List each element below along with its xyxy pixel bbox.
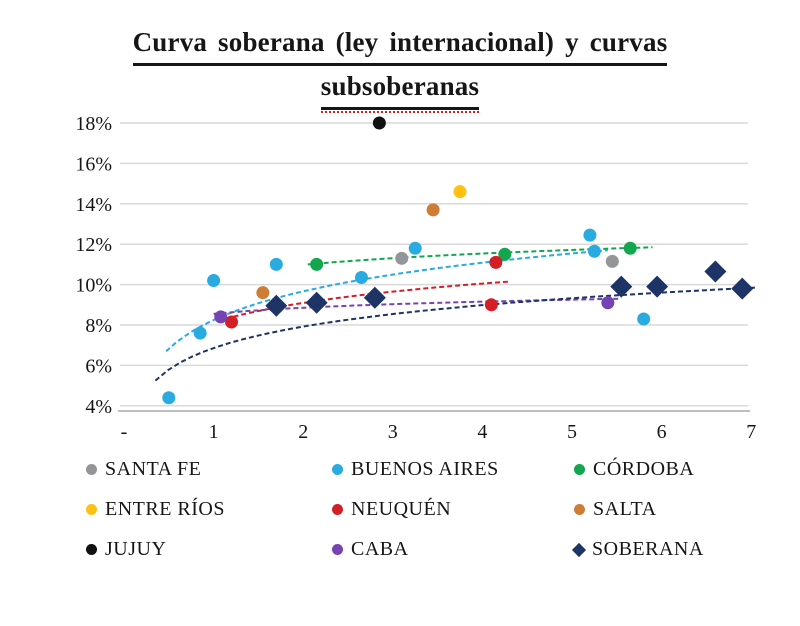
y-tick-label: 4%	[85, 396, 112, 418]
point-neuquen	[489, 255, 503, 269]
point-cordoba	[310, 257, 324, 271]
point-buenos-aires	[583, 228, 597, 242]
point-salta	[426, 203, 440, 217]
point-caba	[601, 296, 615, 310]
point-santa-fe	[605, 254, 619, 268]
legend-item-neuquen: NEUQUÉN	[332, 496, 574, 523]
legend-marker-circle-icon	[332, 504, 343, 515]
legend-marker-circle-icon	[86, 504, 97, 515]
x-tick-label: 5	[567, 421, 577, 443]
point-buenos-aires	[354, 271, 368, 285]
point-entre-rios	[453, 185, 467, 199]
legend-marker-circle-icon	[332, 464, 343, 475]
point-buenos-aires	[193, 326, 207, 340]
trendline-buenos-aires	[165, 249, 608, 353]
legend: SANTA FE BUENOS AIRES CÓRDOBA ENTRE RÍOS…	[86, 456, 704, 563]
legend-label: SOBERANA	[592, 538, 704, 560]
y-tick-label: 8%	[85, 315, 112, 337]
plot-svg: 18% 16% 14% 12% 10% 8% 6% 4%- 1 2 3 4 5 6 7	[75, 113, 756, 443]
trendline-cordoba	[307, 246, 653, 266]
legend-item-entre-rios: ENTRE RÍOS	[86, 496, 332, 523]
chart-title-line2: subsoberanas	[320, 66, 480, 110]
legend-item-buenos-aires: BUENOS AIRES	[332, 456, 574, 483]
point-santa-fe	[395, 251, 409, 265]
legend-item-cordoba: CÓRDOBA	[574, 456, 704, 483]
point-soberana	[731, 277, 754, 300]
legend-item-salta: SALTA	[574, 496, 704, 523]
legend-marker-circle-icon	[332, 544, 343, 555]
x-tick-label: -	[121, 421, 128, 443]
x-tick-label: 4	[477, 421, 487, 443]
point-soberana	[610, 275, 633, 298]
legend-item-soberana: SOBERANA	[571, 536, 704, 563]
legend-marker-circle-icon	[86, 464, 97, 475]
point-neuquen	[225, 315, 239, 329]
legend-label: ENTRE RÍOS	[105, 498, 225, 520]
point-buenos-aires	[587, 244, 601, 258]
legend-item-caba: CABA	[332, 536, 574, 563]
point-cordoba	[498, 247, 512, 261]
point-neuquen	[484, 298, 498, 312]
chart-title: Curva soberana (ley internacional) y cur…	[0, 22, 800, 113]
point-soberana	[704, 260, 727, 283]
chart-title-line1: Curva soberana (ley internacional) y cur…	[132, 22, 668, 66]
x-tick-label: 6	[657, 421, 667, 443]
point-soberana	[646, 275, 669, 298]
y-tick-label: 10%	[75, 275, 112, 297]
legend-label: NEUQUÉN	[351, 498, 452, 520]
legend-label: SANTA FE	[105, 458, 202, 480]
x-tick-label: 1	[209, 421, 219, 443]
legend-label: SALTA	[593, 498, 657, 520]
point-buenos-aires	[162, 391, 176, 405]
x-tick-label: 7	[746, 421, 756, 443]
point-buenos-aires	[269, 257, 283, 271]
y-tick-label: 14%	[75, 194, 112, 216]
point-salta	[256, 286, 270, 300]
legend-label: CABA	[351, 538, 409, 560]
legend-marker-circle-icon	[574, 464, 585, 475]
legend-label: BUENOS AIRES	[351, 458, 499, 480]
y-tick-label: 12%	[75, 234, 112, 256]
legend-label: JUJUY	[105, 538, 167, 560]
trendline-neuquen	[217, 280, 510, 322]
spellcheck-underline: subsoberanas	[320, 66, 480, 113]
point-jujuy	[372, 116, 386, 130]
point-caba	[214, 310, 228, 324]
y-tick-label: 6%	[85, 355, 112, 377]
legend-label: CÓRDOBA	[593, 458, 695, 480]
point-buenos-aires	[207, 274, 221, 288]
legend-marker-circle-icon	[86, 544, 97, 555]
legend-marker-diamond-icon	[571, 542, 587, 557]
point-buenos-aires	[408, 241, 422, 255]
x-tick-label: 3	[388, 421, 398, 443]
point-buenos-aires	[637, 312, 651, 326]
point-soberana	[265, 294, 288, 317]
legend-item-jujuy: JUJUY	[86, 536, 332, 563]
y-tick-label: 16%	[75, 153, 112, 175]
point-soberana	[305, 291, 328, 314]
point-soberana	[363, 286, 386, 309]
x-tick-label: 2	[298, 421, 308, 443]
legend-item-santa-fe: SANTA FE	[86, 456, 332, 483]
y-tick-label: 18%	[75, 113, 112, 135]
legend-marker-circle-icon	[574, 504, 585, 515]
point-cordoba	[623, 241, 637, 255]
